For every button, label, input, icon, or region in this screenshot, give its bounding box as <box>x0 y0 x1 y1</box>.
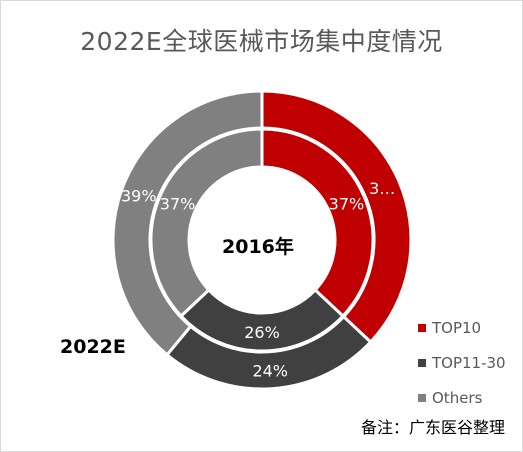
outer-ring-label-top10: 3… <box>369 179 395 198</box>
legend-text-others: Others <box>432 388 483 407</box>
inner-ring-label: 2016年 <box>222 236 294 258</box>
legend-item-top10: TOP10 <box>418 310 506 345</box>
inner-ring-label-others: 37% <box>160 194 196 213</box>
legend-item-top11-30: TOP11-30 <box>418 345 506 380</box>
inner-ring-label-top10: 37% <box>329 194 365 213</box>
outer-ring-label: 2022E <box>60 336 126 358</box>
inner-ring-label-top11-30: 26% <box>244 323 280 342</box>
legend-swatch-others <box>418 393 426 402</box>
legend-swatch-top10 <box>418 323 426 332</box>
legend-text-top10: TOP10 <box>432 318 482 337</box>
source-note: 备注：广东医谷整理 <box>360 418 505 437</box>
legend-text-top11-30: TOP11-30 <box>432 353 506 372</box>
legend: TOP10 TOP11-30 Others <box>418 310 506 415</box>
chart-title: 2022E全球医械市场集中度情况 <box>80 27 443 56</box>
outer-ring-label-top11-30: 24% <box>252 362 288 381</box>
outer-ring-label-others: 39% <box>121 187 157 206</box>
outer-ring-slice-top10 <box>260 89 413 345</box>
outer-ring-slice-others <box>111 89 264 357</box>
legend-swatch-top11-30 <box>418 358 426 367</box>
legend-item-others: Others <box>418 380 506 415</box>
